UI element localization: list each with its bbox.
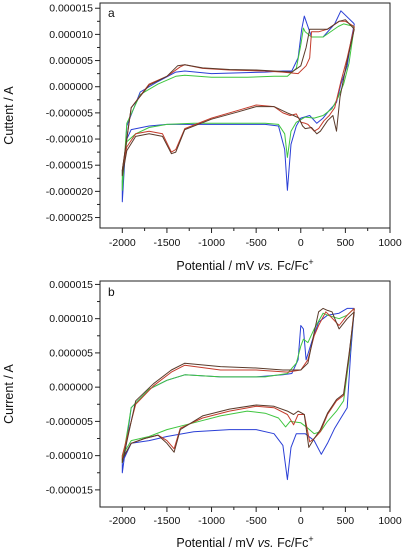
x-tick-label: 1000 [378,237,402,249]
plot-frame [99,280,391,508]
panel-a: -2000 -1500 -1000 -500 0 500 1000 0.000015 0.000… [2,2,402,273]
series-line-3 [121,20,355,171]
x-tick-label: -1500 [153,237,180,249]
y-tick-label: 0.000015 [49,3,93,15]
y-tick-label: 0.000005 [49,55,93,67]
series-line-4 [121,307,355,463]
series-line-1 [121,307,355,481]
panel-label: b [108,285,115,299]
y-tick-label: -0.000005 [46,416,93,428]
x-tick-label: -2000 [109,515,136,527]
series-line-3 [121,308,355,460]
x-tick-label: 500 [337,237,355,249]
y-tick-label: -0.000005 [46,107,93,119]
series-line-4 [121,19,355,177]
series-group [121,307,355,481]
y-tick-label: 0.000000 [49,382,93,394]
y-tick-label: 0.000000 [49,81,93,93]
x-tick-label: 0 [298,515,304,527]
y-tick-label: -0.000015 [46,484,93,496]
plot-frame [99,2,391,229]
x-tick-label: -500 [246,515,267,527]
x-axis-title: Potential / mV vs. Fc/Fc+ [176,257,313,273]
series-line-1 [121,10,355,203]
x-axis-title: Potential / mV vs. Fc/Fc+ [176,534,313,550]
series-group [121,10,355,203]
y-tick-label: 0.000015 [49,279,93,291]
y-tick-label: 0.000010 [49,313,93,325]
x-tick-label: 1000 [378,515,402,527]
y-axis-title: Current / A [2,363,16,423]
x-tick-label: -1500 [153,515,180,527]
x-tick-label: -500 [246,237,267,249]
x-tick-label: 0 [298,237,304,249]
y-tick-label: -0.000015 [46,160,93,172]
y-axis-title: Cuttent / A [2,86,16,145]
x-tick-label: -1000 [198,515,225,527]
y-tick-label: 0.000005 [49,347,93,359]
y-tick-label: 0.000010 [49,29,93,41]
y-tick-label: -0.000010 [46,450,93,462]
y-tick-label: -0.000025 [46,212,93,224]
series-line-2 [121,23,355,191]
x-tick-label: -1000 [198,237,225,249]
y-tick-label: -0.000020 [46,186,93,198]
x-tick-label: 500 [337,515,355,527]
panel-label: a [108,6,115,20]
y-tick-label: -0.000010 [46,134,93,146]
series-line-2 [121,308,355,463]
x-tick-label: -2000 [109,237,136,249]
panel-b: -2000 -1500 -1000 -500 0 500 1000 0.000015 0.000… [2,279,402,550]
